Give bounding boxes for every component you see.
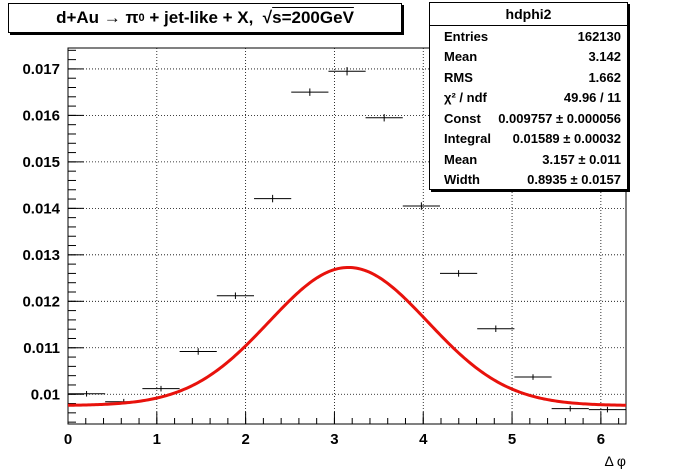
- title-suffix: + jet-like + X,: [144, 8, 254, 27]
- stats-box: hdphi2 Entries 162130 Mean 3.142 RMS 1.662 …: [429, 2, 628, 190]
- x-tick-label: 1: [153, 431, 161, 448]
- data-point: [328, 67, 366, 76]
- data-point: [67, 391, 106, 397]
- stats-value: 0.8935 ± 0.0157: [527, 172, 621, 188]
- x-tick-labels: 0 1 2 3 4 5 6: [64, 431, 605, 448]
- stats-row: Entries 162130: [430, 26, 627, 47]
- stats-value: 3.142: [588, 49, 621, 65]
- stats-label: χ² / ndf: [444, 90, 487, 106]
- stats-value: 1.662: [588, 69, 621, 85]
- y-tick-label: 0.012: [22, 293, 60, 310]
- data-point: [365, 113, 403, 122]
- y-tick-label: 0.017: [22, 61, 60, 78]
- stats-label: Const: [444, 110, 481, 126]
- data-point: [588, 406, 627, 413]
- stats-value: 0.01589 ± 0.00032: [512, 131, 621, 147]
- stats-value: 0.009757 ± 0.000056: [498, 110, 621, 126]
- title-energy: s=200GeV: [272, 8, 354, 27]
- y-tick-label: 0.016: [22, 107, 60, 124]
- stats-row: Const 0.009757 ± 0.000056: [430, 108, 627, 129]
- y-tick-labels: 0.01 0.011 0.012 0.013 0.014 0.015 0.016 0.017: [22, 61, 60, 403]
- x-tick-label: 0: [64, 431, 72, 448]
- data-point: [142, 385, 180, 392]
- sqrt-symbol: √: [262, 8, 273, 27]
- stats-histogram-name: hdphi2: [430, 3, 627, 26]
- y-tick-label: 0.011: [23, 340, 60, 357]
- stats-label: Entries: [444, 28, 489, 44]
- y-tick-label: 0.013: [22, 247, 60, 264]
- data-point: [477, 325, 515, 332]
- x-axis-title: Δ φ: [604, 453, 626, 469]
- stats-value: 49.96 / 11: [563, 90, 621, 106]
- stats-row: Mean 3.142: [430, 47, 627, 68]
- stats-label: Mean: [444, 49, 478, 65]
- data-point: [439, 270, 478, 277]
- arrow-symbol: →: [103, 8, 121, 27]
- pi-superscript: 0: [138, 12, 145, 24]
- stats-label: Integral: [444, 131, 491, 147]
- x-tick-label: 2: [241, 431, 249, 448]
- data-point: [291, 88, 329, 96]
- data-point: [514, 374, 552, 380]
- y-tick-label: 0.015: [22, 154, 60, 171]
- data-point: [216, 292, 255, 299]
- stats-row: Integral 0.01589 ± 0.00032: [430, 129, 627, 150]
- title-prefix: d+Au: [56, 8, 100, 27]
- stats-row: RMS 1.662: [430, 67, 627, 88]
- stats-label: Width: [444, 172, 480, 188]
- y-tick-label: 0.014: [22, 200, 60, 217]
- stats-value: 162130: [577, 28, 621, 44]
- stats-label: RMS: [444, 69, 473, 85]
- y-tick-label: 0.01: [31, 386, 60, 403]
- data-point: [402, 202, 440, 210]
- fit-curve: [67, 265, 627, 407]
- data-point: [551, 405, 589, 412]
- stats-row: χ² / ndf 49.96 / 11: [430, 88, 627, 109]
- stats-label: Mean: [444, 151, 478, 167]
- x-tick-label: 5: [508, 431, 516, 448]
- stats-row: Mean 3.157 ± 0.011: [430, 149, 627, 170]
- x-tick-label: 3: [330, 431, 338, 448]
- stats-value: 3.157 ± 0.011: [542, 151, 621, 167]
- stats-row: Width 0.8935 ± 0.0157: [430, 170, 627, 191]
- data-point: [179, 348, 217, 355]
- x-tick-label: 6: [597, 431, 605, 448]
- pi-symbol: π: [125, 8, 139, 27]
- x-tick-label: 4: [419, 431, 428, 448]
- data-point: [254, 194, 292, 203]
